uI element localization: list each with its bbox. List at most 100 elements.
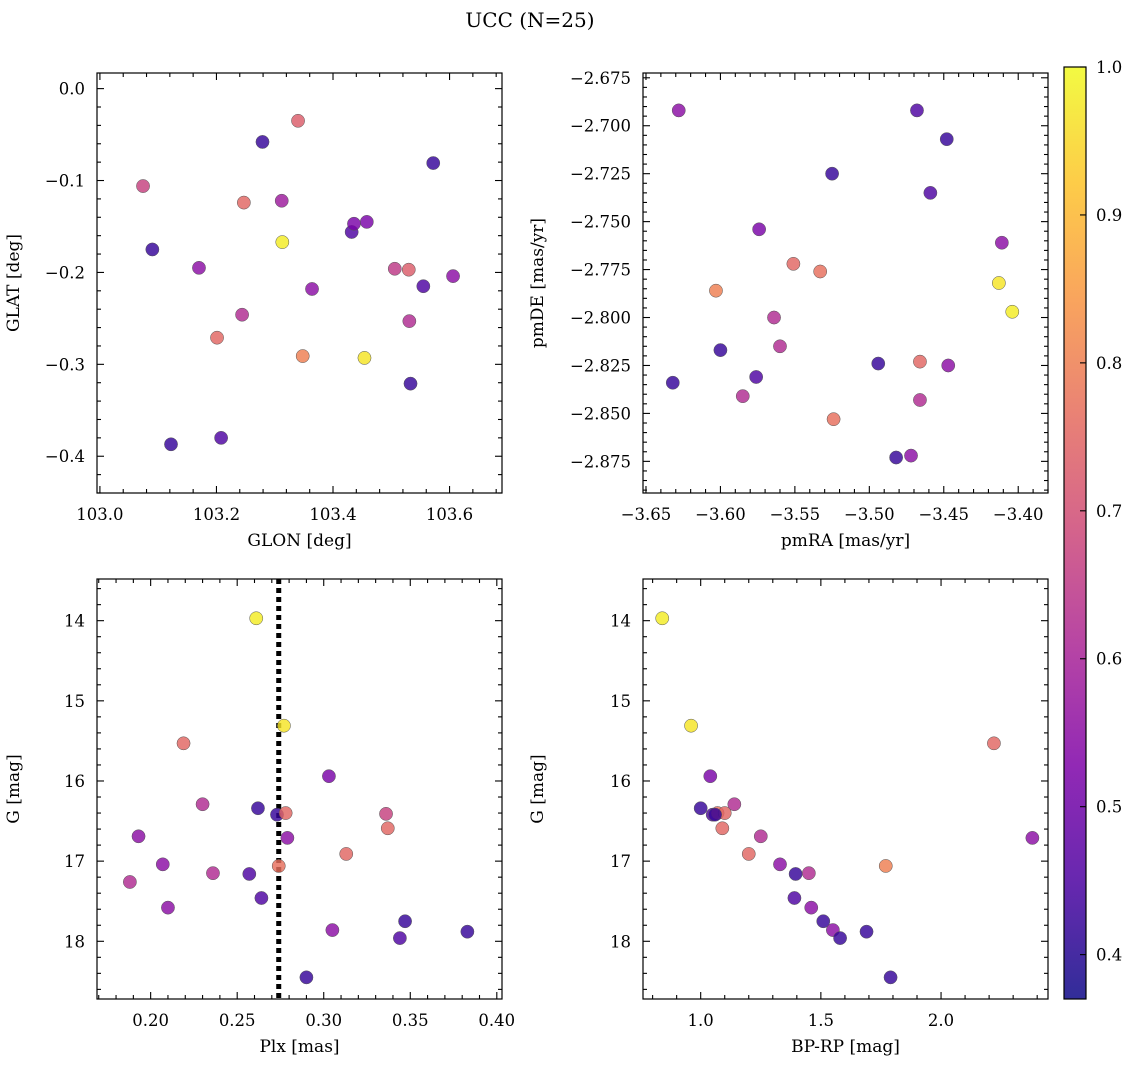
data-point bbox=[236, 195, 251, 210]
x-axis-label: GLON [deg] bbox=[247, 531, 351, 551]
data-point bbox=[195, 797, 210, 812]
colorbar: 0.4 0.5 0.6 0.7 0.8 0.9 1.0 bbox=[1063, 58, 1122, 1000]
x-axis-label: Plx [mas] bbox=[259, 1037, 339, 1057]
data-point bbox=[994, 235, 1009, 250]
y-tick-label: −2.775 bbox=[570, 261, 631, 280]
data-point bbox=[136, 179, 150, 193]
data-point bbox=[254, 891, 269, 905]
colorbar-tick-label: 0.6 bbox=[1096, 650, 1122, 669]
data-point bbox=[426, 156, 441, 170]
data-point bbox=[773, 339, 787, 354]
data-point bbox=[1005, 304, 1020, 319]
data-point bbox=[749, 370, 764, 384]
x-tick-label: 0.40 bbox=[478, 1011, 515, 1030]
data-point bbox=[403, 376, 418, 391]
data-point bbox=[416, 279, 431, 294]
y-tick-label: −2.800 bbox=[570, 309, 631, 328]
data-point bbox=[788, 867, 803, 881]
y-tick-label: 14 bbox=[64, 612, 85, 631]
data-point bbox=[741, 847, 756, 861]
x-tick-label: 1.0 bbox=[688, 1011, 714, 1030]
y-tick-label: −0.2 bbox=[45, 263, 85, 282]
panels: 103.0 103.2 103.4 103.6 0.0 −0.1 −0.2 −0.3 −0.4 G… bbox=[4, 69, 1049, 1057]
colorbar-tick-label: 0.9 bbox=[1096, 206, 1122, 225]
data-point bbox=[655, 611, 670, 626]
data-point bbox=[992, 276, 1006, 290]
y-axis-label: G [mag] bbox=[528, 754, 548, 823]
colorbar-frame bbox=[1063, 66, 1087, 1000]
data-point bbox=[214, 431, 228, 445]
ticks: 103.0 103.2 103.4 103.6 0.0 −0.1 −0.2 −0.3 −0.4 bbox=[45, 73, 502, 524]
data-point bbox=[446, 269, 460, 283]
data-point bbox=[753, 829, 768, 844]
data-point bbox=[299, 970, 314, 985]
x-tick-label: 0.25 bbox=[219, 1011, 256, 1030]
data-point bbox=[825, 166, 839, 181]
data-point bbox=[123, 875, 137, 889]
data-point bbox=[923, 186, 938, 200]
data-point bbox=[801, 866, 816, 881]
y-tick-label: −0.4 bbox=[45, 447, 85, 466]
x-tick-label: −3.60 bbox=[695, 505, 746, 524]
data-point bbox=[665, 375, 680, 390]
data-point bbox=[398, 914, 412, 929]
y-axis-label: G [mag] bbox=[4, 754, 24, 823]
data-point bbox=[401, 262, 416, 277]
data-point bbox=[671, 103, 686, 118]
data-point bbox=[715, 821, 730, 836]
x-tick-label: −3.65 bbox=[621, 505, 672, 524]
data-point bbox=[913, 354, 927, 369]
data-point bbox=[1025, 831, 1040, 845]
colorbar-tick-label: 0.4 bbox=[1096, 946, 1122, 965]
data-point bbox=[752, 222, 766, 237]
axes-frame bbox=[642, 72, 1049, 494]
data-point bbox=[322, 769, 336, 784]
colorbar-tick-label: 0.7 bbox=[1096, 502, 1122, 521]
data-point bbox=[210, 330, 224, 345]
ticks: −3.65 −3.60 −3.55 −3.50 −3.45 −3.40 −2.675 −2.7… bbox=[570, 69, 1049, 524]
data-point bbox=[339, 847, 354, 861]
data-point bbox=[251, 801, 265, 816]
data-point bbox=[402, 314, 417, 328]
data-point bbox=[727, 797, 742, 812]
data-point bbox=[291, 113, 305, 128]
data-point bbox=[155, 857, 170, 872]
x-tick-label: −3.50 bbox=[844, 505, 895, 524]
x-tick-label: 1.5 bbox=[808, 1011, 834, 1030]
data-point bbox=[816, 914, 831, 929]
data-point bbox=[277, 718, 291, 733]
data-point bbox=[176, 736, 191, 751]
data-point bbox=[192, 260, 206, 275]
data-point bbox=[904, 448, 918, 463]
data-point bbox=[379, 806, 393, 821]
data-point bbox=[460, 924, 475, 939]
data-point bbox=[684, 718, 698, 733]
y-tick-label: −2.675 bbox=[570, 69, 631, 88]
data-point bbox=[833, 931, 847, 945]
colorbar-gradient bbox=[1064, 67, 1086, 999]
data-point bbox=[889, 450, 903, 465]
data-point bbox=[767, 310, 781, 325]
x-tick-label: 0.30 bbox=[305, 1011, 342, 1030]
scatter-points bbox=[665, 103, 1020, 465]
data-point bbox=[275, 235, 290, 249]
data-point bbox=[708, 807, 722, 822]
colorbar-tick-label: 0.5 bbox=[1096, 798, 1122, 817]
data-point bbox=[242, 867, 257, 881]
data-point bbox=[295, 349, 310, 363]
data-point bbox=[859, 924, 874, 939]
data-point bbox=[883, 970, 898, 985]
data-point bbox=[941, 358, 956, 373]
x-tick-label: −3.40 bbox=[993, 505, 1044, 524]
y-tick-label: 17 bbox=[64, 852, 85, 871]
data-point bbox=[274, 193, 289, 208]
x-tick-label: −3.45 bbox=[918, 505, 969, 524]
y-tick-label: 16 bbox=[64, 772, 85, 791]
axes-frame bbox=[96, 578, 503, 1000]
data-point bbox=[131, 829, 146, 844]
data-point bbox=[393, 931, 407, 945]
x-tick-label: −3.55 bbox=[770, 505, 821, 524]
y-tick-label: −2.700 bbox=[570, 117, 631, 136]
x-tick-label: 103.4 bbox=[309, 505, 356, 524]
data-point bbox=[826, 412, 841, 427]
